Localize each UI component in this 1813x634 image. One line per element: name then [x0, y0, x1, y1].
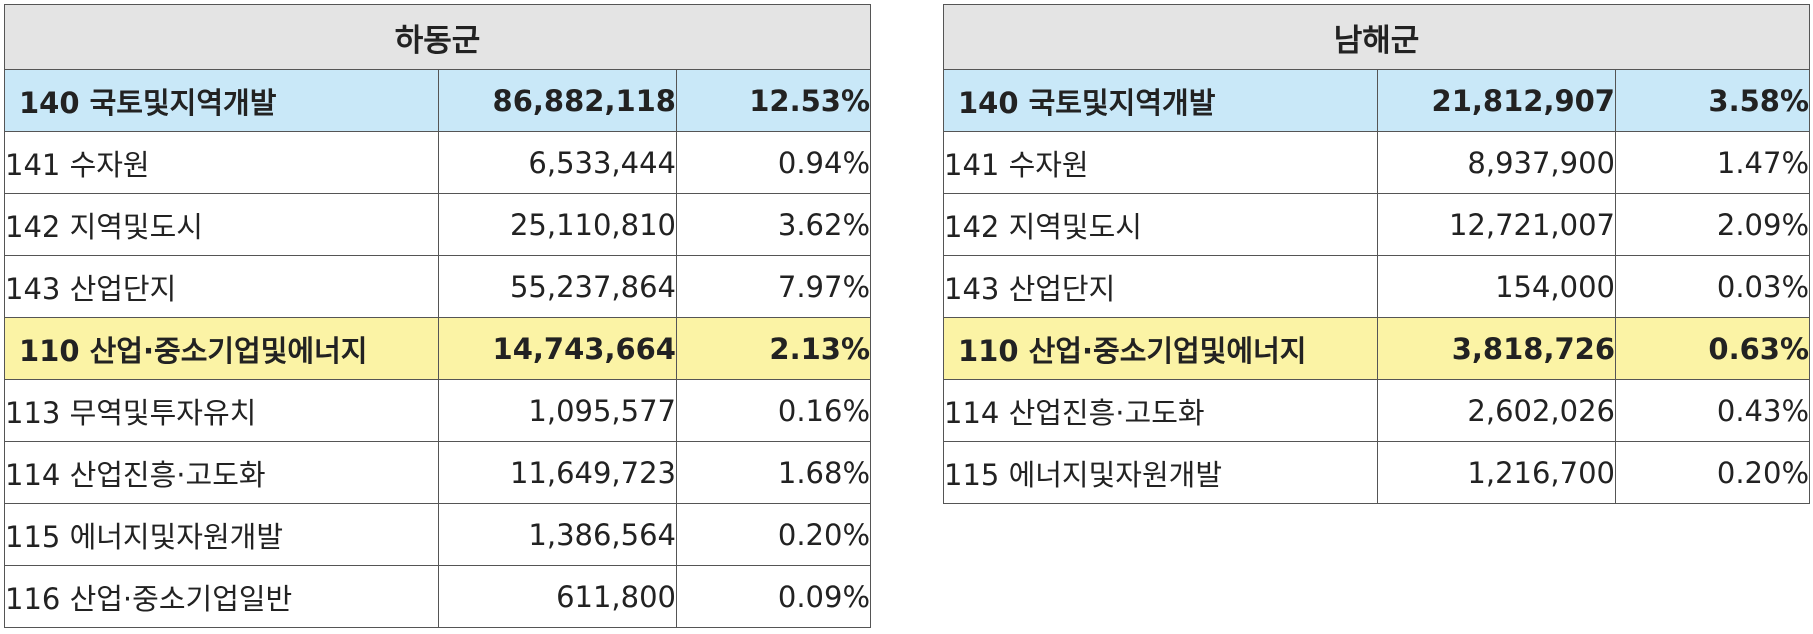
item-percent: 1.68%: [675, 441, 872, 504]
item-percent: 0.63%: [1614, 317, 1811, 380]
hadong-budget-table: 하동군 140 국토및지역개발 86,882,118 12.53% 141 수자…: [3, 4, 872, 628]
item-amount: 25,110,810: [438, 193, 677, 256]
item-amount: 6,533,444: [438, 131, 677, 194]
item-name: 141 수자원: [943, 131, 1378, 194]
item-amount: 21,812,907: [1377, 69, 1616, 132]
item-name: 142 지역및도시: [943, 193, 1378, 256]
item-name: 114 산업진흥·고도화: [4, 441, 439, 504]
item-amount: 86,882,118: [438, 69, 677, 132]
item-percent: 0.43%: [1614, 379, 1811, 442]
item-name: 115 에너지및자원개발: [4, 503, 439, 566]
item-percent: 0.94%: [675, 131, 872, 194]
table-row: 113 무역및투자유치 1,095,577 0.16%: [4, 379, 872, 442]
table-row: 115 에너지및자원개발 1,216,700 0.20%: [943, 441, 1811, 504]
item-name: 110 산업·중소기업및에너지: [4, 317, 439, 380]
table-row: 143 산업단지 55,237,864 7.97%: [4, 255, 872, 318]
item-percent: 7.97%: [675, 255, 872, 318]
item-percent: 0.16%: [675, 379, 872, 442]
table-row: 110 산업·중소기업및에너지 3,818,726 0.63%: [943, 317, 1811, 380]
item-amount: 611,800: [438, 565, 677, 628]
item-percent: 0.20%: [675, 503, 872, 566]
table-title: 하동군: [3, 4, 872, 70]
table-row: 143 산업단지 154,000 0.03%: [943, 255, 1811, 318]
item-percent: 2.09%: [1614, 193, 1811, 256]
table-row: 141 수자원 6,533,444 0.94%: [4, 131, 872, 194]
item-name: 113 무역및투자유치: [4, 379, 439, 442]
item-amount: 8,937,900: [1377, 131, 1616, 194]
item-amount: 12,721,007: [1377, 193, 1616, 256]
table-row: 114 산업진흥·고도화 11,649,723 1.68%: [4, 441, 872, 504]
item-amount: 3,818,726: [1377, 317, 1616, 380]
item-percent: 3.62%: [675, 193, 872, 256]
item-name: 143 산업단지: [943, 255, 1378, 318]
item-name: 116 산업·중소기업일반: [4, 565, 439, 628]
item-percent: 0.09%: [675, 565, 872, 628]
table-row: 116 산업·중소기업일반 611,800 0.09%: [4, 565, 872, 628]
item-amount: 2,602,026: [1377, 379, 1616, 442]
item-name: 141 수자원: [4, 131, 439, 194]
item-name: 140 국토및지역개발: [4, 69, 439, 132]
table-row: 110 산업·중소기업및에너지 14,743,664 2.13%: [4, 317, 872, 380]
item-amount: 55,237,864: [438, 255, 677, 318]
table-title: 남해군: [942, 4, 1811, 70]
item-amount: 11,649,723: [438, 441, 677, 504]
table-row: 142 지역및도시 25,110,810 3.62%: [4, 193, 872, 256]
table-row: 140 국토및지역개발 86,882,118 12.53%: [4, 69, 872, 132]
namhae-budget-table: 남해군 140 국토및지역개발 21,812,907 3.58% 141 수자원…: [942, 4, 1811, 504]
item-percent: 12.53%: [675, 69, 872, 132]
item-percent: 3.58%: [1614, 69, 1811, 132]
table-row: 114 산업진흥·고도화 2,602,026 0.43%: [943, 379, 1811, 442]
table-row: 142 지역및도시 12,721,007 2.09%: [943, 193, 1811, 256]
table-row: 141 수자원 8,937,900 1.47%: [943, 131, 1811, 194]
item-name: 140 국토및지역개발: [943, 69, 1378, 132]
item-amount: 14,743,664: [438, 317, 677, 380]
table-row: 115 에너지및자원개발 1,386,564 0.20%: [4, 503, 872, 566]
item-percent: 2.13%: [675, 317, 872, 380]
item-amount: 154,000: [1377, 255, 1616, 318]
item-percent: 0.03%: [1614, 255, 1811, 318]
table-row: 140 국토및지역개발 21,812,907 3.58%: [943, 69, 1811, 132]
item-name: 143 산업단지: [4, 255, 439, 318]
item-name: 110 산업·중소기업및에너지: [943, 317, 1378, 380]
item-amount: 1,216,700: [1377, 441, 1616, 504]
item-name: 115 에너지및자원개발: [943, 441, 1378, 504]
item-amount: 1,386,564: [438, 503, 677, 566]
item-percent: 1.47%: [1614, 131, 1811, 194]
item-amount: 1,095,577: [438, 379, 677, 442]
item-name: 114 산업진흥·고도화: [943, 379, 1378, 442]
item-percent: 0.20%: [1614, 441, 1811, 504]
item-name: 142 지역및도시: [4, 193, 439, 256]
